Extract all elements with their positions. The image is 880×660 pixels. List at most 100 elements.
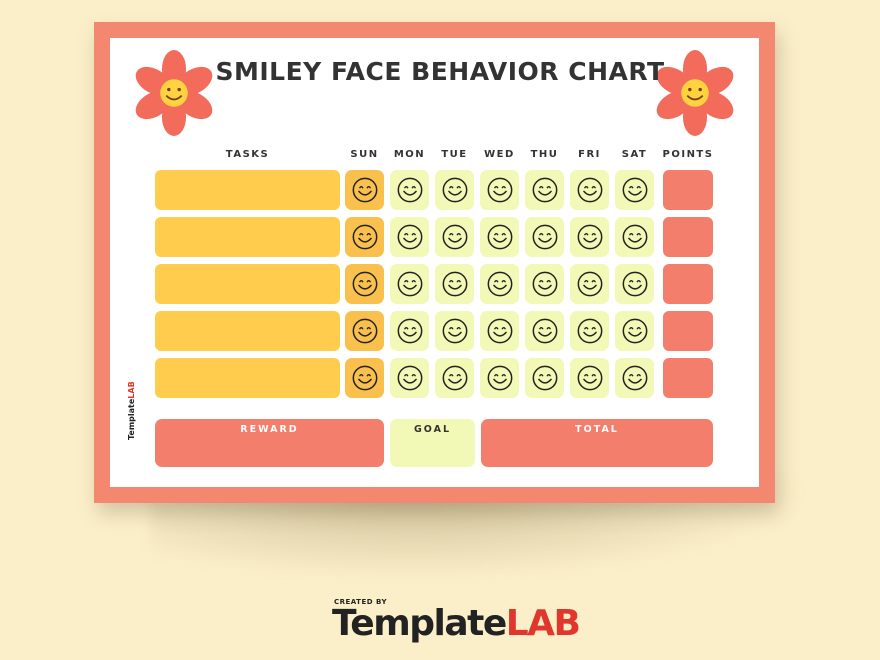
smiley-face-icon — [577, 365, 602, 391]
smiley-cell-fri-row-2[interactable] — [570, 217, 609, 257]
day-header-tue: TUE — [441, 149, 468, 160]
smiley-face-icon — [442, 365, 467, 391]
flower-icon — [656, 50, 734, 136]
chart-inner — [110, 38, 759, 487]
smiley-cell-sat-row-4[interactable] — [615, 311, 654, 351]
templatelab-logo: CREATED BY TemplateLAB — [332, 598, 581, 644]
smiley-cell-sat-row-2[interactable] — [615, 217, 654, 257]
chart-title: SMILEY FACE BEHAVIOR CHART — [215, 57, 665, 86]
smiley-face-icon — [487, 224, 512, 250]
smiley-face-icon — [352, 271, 377, 297]
total-label: TOTAL — [575, 424, 619, 435]
points-box-row-5[interactable] — [663, 358, 713, 398]
smiley-cell-mon-row-4[interactable] — [390, 311, 429, 351]
smiley-face-icon — [577, 271, 602, 297]
smiley-cell-mon-row-1[interactable] — [390, 170, 429, 210]
smiley-face-icon — [532, 224, 557, 250]
smiley-face-icon — [622, 271, 647, 297]
smiley-face-icon — [442, 224, 467, 250]
smiley-cell-sat-row-5[interactable] — [615, 358, 654, 398]
tasks-header: TASKS — [225, 149, 270, 160]
created-by-label: CREATED BY — [334, 598, 388, 606]
smiley-cell-sun-row-5[interactable] — [345, 358, 384, 398]
smiley-face-icon — [532, 177, 557, 203]
smiley-cell-wed-row-1[interactable] — [480, 170, 519, 210]
reward-box[interactable]: REWARD — [155, 419, 384, 467]
smiley-cell-tue-row-2[interactable] — [435, 217, 474, 257]
smiley-face-icon — [487, 271, 512, 297]
smiley-face-icon — [487, 365, 512, 391]
smiley-cell-sun-row-2[interactable] — [345, 217, 384, 257]
task-input-row-1[interactable] — [155, 170, 340, 210]
smiley-face-icon — [622, 224, 647, 250]
smiley-face-icon — [577, 224, 602, 250]
day-header-sun: SUN — [350, 149, 379, 160]
smiley-face-icon — [622, 177, 647, 203]
smiley-cell-wed-row-3[interactable] — [480, 264, 519, 304]
smiley-face-icon — [532, 365, 557, 391]
smiley-cell-sun-row-3[interactable] — [345, 264, 384, 304]
smiley-face-icon — [352, 177, 377, 203]
task-input-row-3[interactable] — [155, 264, 340, 304]
task-input-row-5[interactable] — [155, 358, 340, 398]
smiley-cell-tue-row-5[interactable] — [435, 358, 474, 398]
day-header-wed: WED — [484, 149, 515, 160]
day-header-fri: FRI — [578, 149, 601, 160]
smiley-cell-sun-row-1[interactable] — [345, 170, 384, 210]
smiley-face-icon — [487, 318, 512, 344]
points-box-row-2[interactable] — [663, 217, 713, 257]
smiley-cell-thu-row-3[interactable] — [525, 264, 564, 304]
smiley-cell-fri-row-5[interactable] — [570, 358, 609, 398]
points-box-row-4[interactable] — [663, 311, 713, 351]
smiley-cell-mon-row-5[interactable] — [390, 358, 429, 398]
smiley-face-icon — [442, 177, 467, 203]
goal-box[interactable]: GOAL — [390, 419, 475, 467]
smiley-face-icon — [577, 177, 602, 203]
smiley-cell-mon-row-3[interactable] — [390, 264, 429, 304]
smiley-face-icon — [577, 318, 602, 344]
smiley-cell-fri-row-4[interactable] — [570, 311, 609, 351]
smiley-cell-fri-row-3[interactable] — [570, 264, 609, 304]
smiley-face-icon — [397, 271, 422, 297]
smiley-face-icon — [397, 224, 422, 250]
smiley-face-icon — [352, 224, 377, 250]
smiley-cell-mon-row-2[interactable] — [390, 217, 429, 257]
points-header: POINTS — [662, 149, 714, 160]
total-box[interactable]: TOTAL — [481, 419, 713, 467]
smiley-face-icon — [397, 318, 422, 344]
smiley-cell-sun-row-4[interactable] — [345, 311, 384, 351]
smiley-face-icon — [352, 365, 377, 391]
smiley-cell-thu-row-5[interactable] — [525, 358, 564, 398]
smiley-cell-tue-row-1[interactable] — [435, 170, 474, 210]
smiley-cell-sat-row-3[interactable] — [615, 264, 654, 304]
smiley-cell-sat-row-1[interactable] — [615, 170, 654, 210]
task-input-row-4[interactable] — [155, 311, 340, 351]
reward-label: REWARD — [240, 424, 299, 435]
day-header-mon: MON — [393, 149, 426, 160]
smiley-face-icon — [532, 271, 557, 297]
smiley-cell-tue-row-4[interactable] — [435, 311, 474, 351]
smiley-cell-fri-row-1[interactable] — [570, 170, 609, 210]
smiley-face-icon — [397, 365, 422, 391]
smiley-face-icon — [442, 318, 467, 344]
smiley-cell-tue-row-3[interactable] — [435, 264, 474, 304]
smiley-face-icon — [352, 318, 377, 344]
day-header-sat: SAT — [621, 149, 648, 160]
smiley-cell-thu-row-4[interactable] — [525, 311, 564, 351]
smiley-cell-thu-row-2[interactable] — [525, 217, 564, 257]
smiley-face-icon — [622, 318, 647, 344]
task-input-row-2[interactable] — [155, 217, 340, 257]
points-box-row-3[interactable] — [663, 264, 713, 304]
day-header-thu: THU — [530, 149, 559, 160]
smiley-face-icon — [532, 318, 557, 344]
smiley-face-icon — [622, 365, 647, 391]
points-box-row-1[interactable] — [663, 170, 713, 210]
smiley-cell-wed-row-5[interactable] — [480, 358, 519, 398]
smiley-cell-wed-row-4[interactable] — [480, 311, 519, 351]
flower-icon — [135, 50, 213, 136]
smiley-face-icon — [397, 177, 422, 203]
smiley-cell-wed-row-2[interactable] — [480, 217, 519, 257]
side-templatelab-logo: TemplateLAB — [127, 381, 136, 440]
goal-label: GOAL — [413, 424, 452, 435]
smiley-cell-thu-row-1[interactable] — [525, 170, 564, 210]
